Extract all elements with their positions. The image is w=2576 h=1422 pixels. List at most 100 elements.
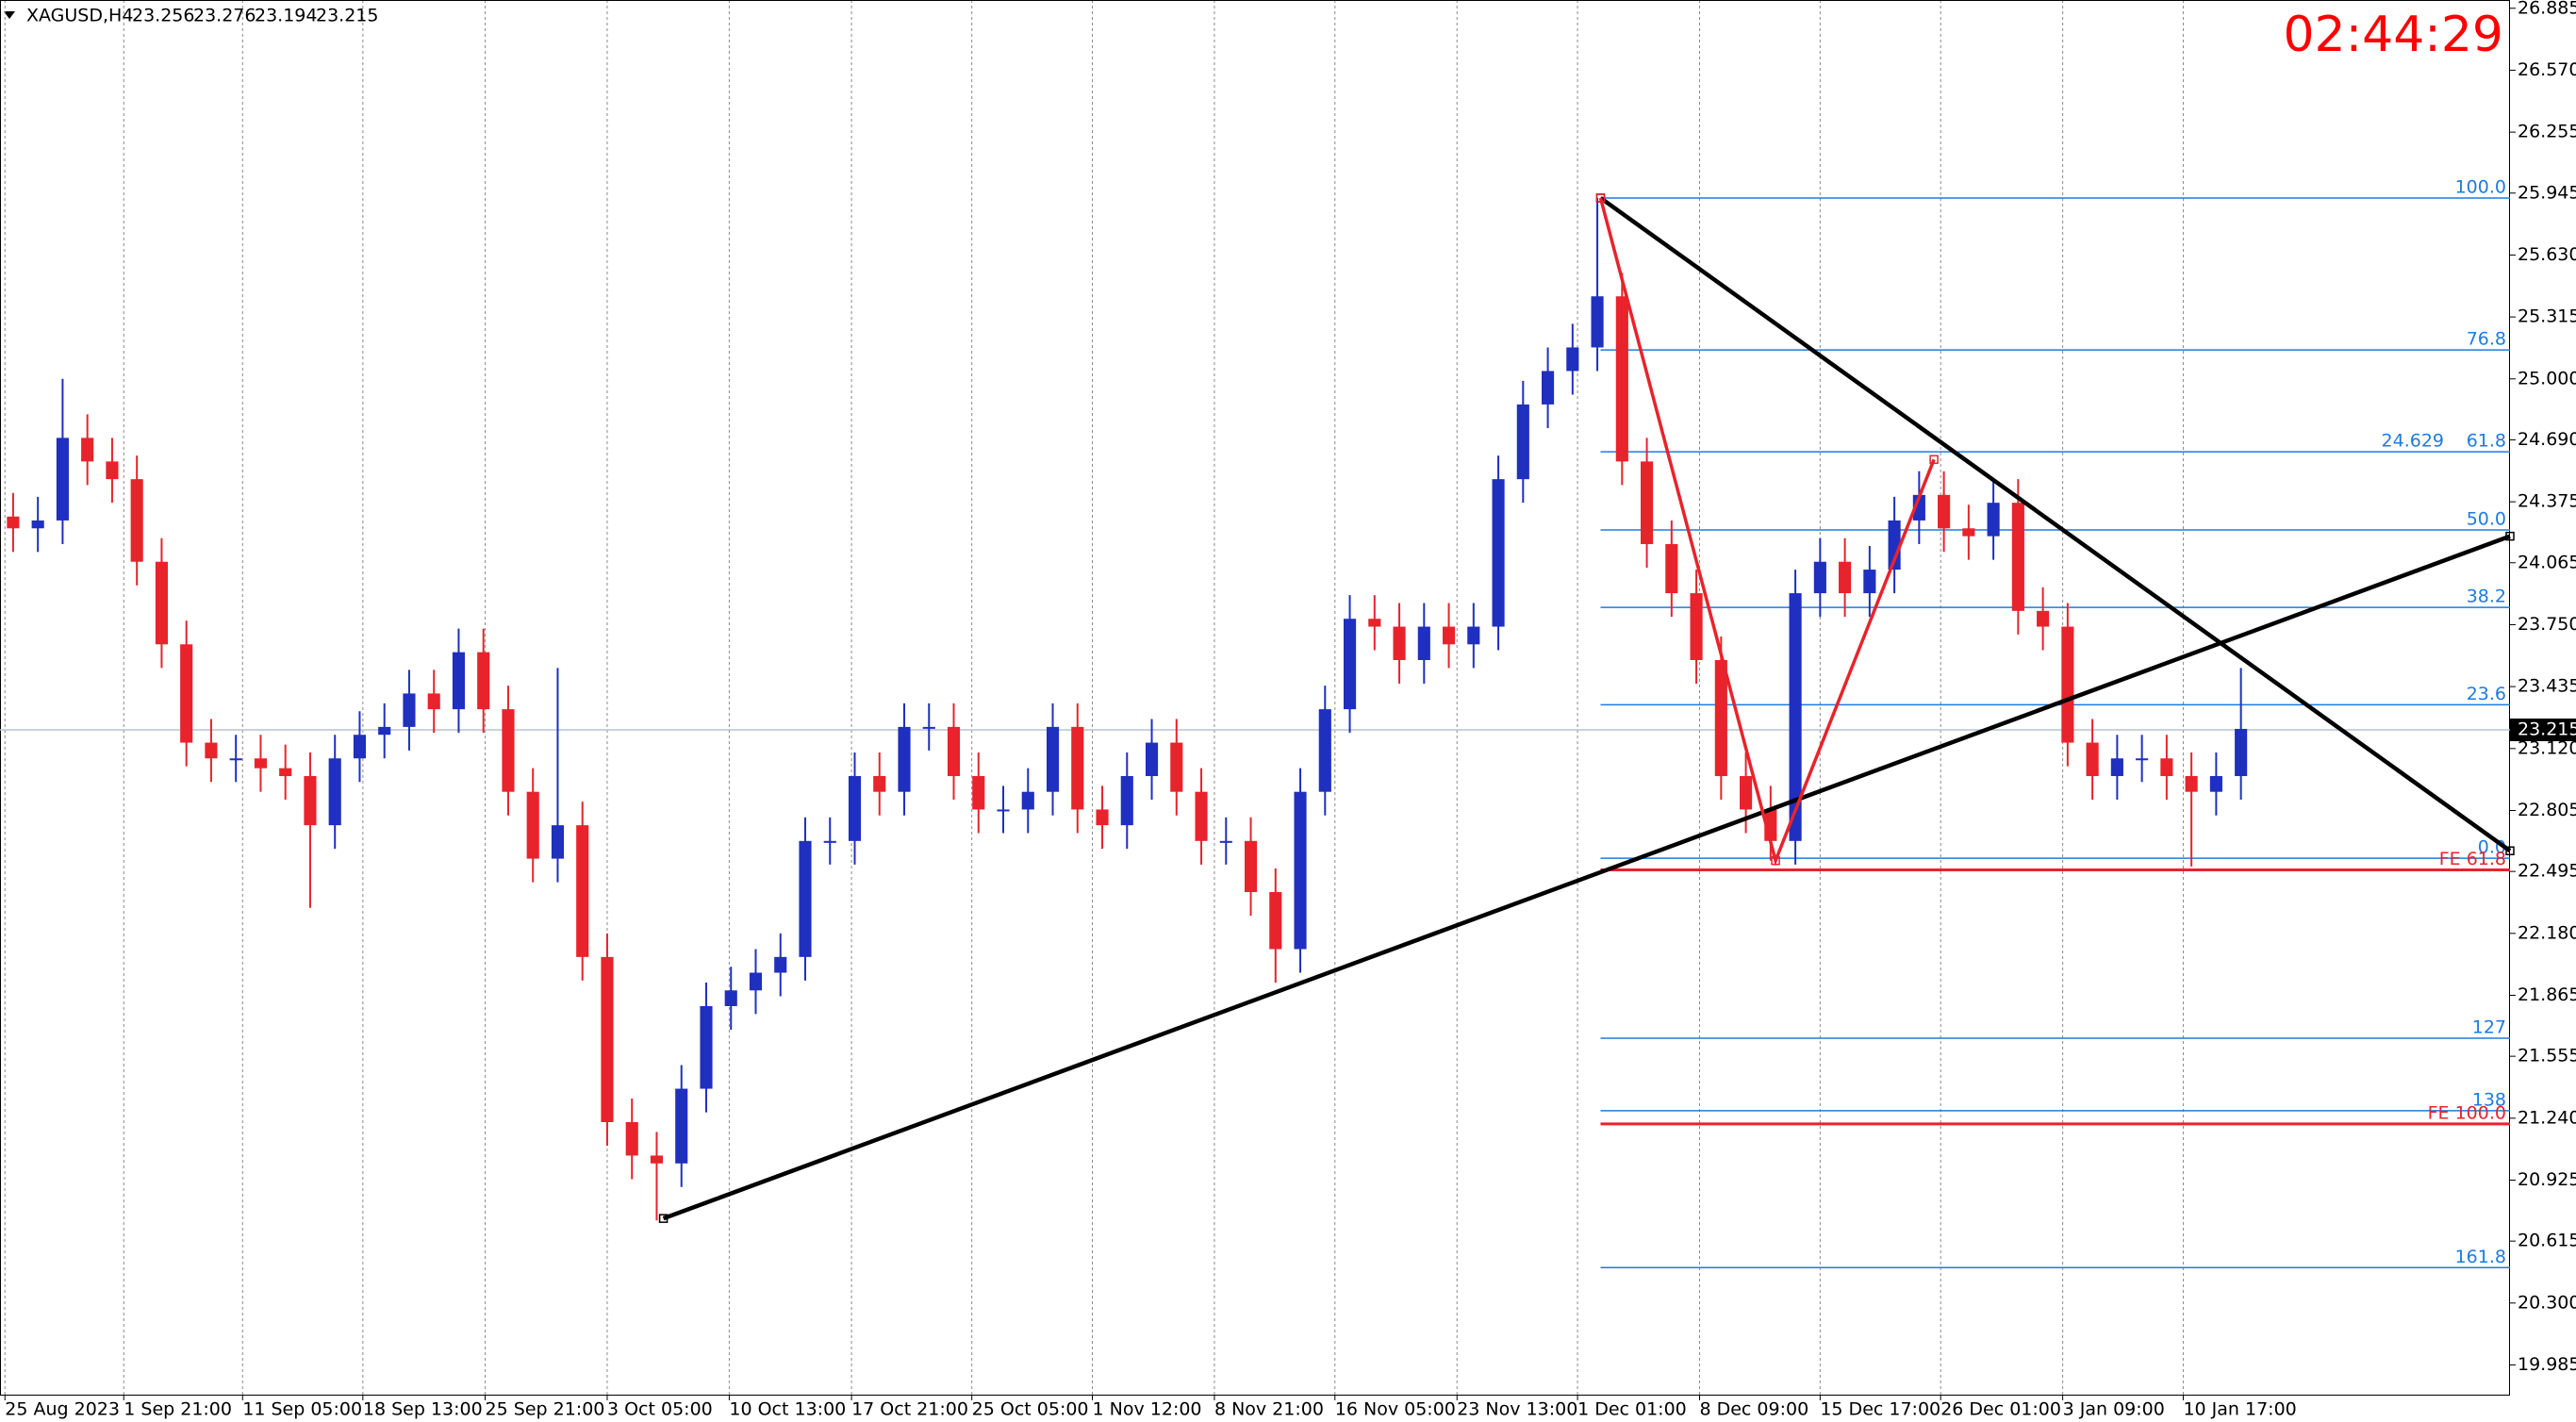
fib-label: 138 (2472, 1089, 2506, 1110)
candle-body (304, 776, 317, 826)
x-tick-label: 10 Oct 13:00 (729, 1399, 846, 1420)
candle-body (2061, 626, 2074, 743)
x-tick-label: 18 Sep 13:00 (363, 1399, 483, 1420)
y-tick-label: 25.630 (2518, 244, 2576, 265)
candle-body (81, 438, 94, 462)
candle-body (1170, 742, 1183, 792)
fib-label: 38.2 (2467, 587, 2506, 607)
candle-body (576, 825, 589, 957)
price-tag (2510, 719, 2576, 742)
y-tick-label: 22.180 (2518, 922, 2576, 943)
y-tick-label: 22.495 (2518, 861, 2576, 882)
candle-body (898, 726, 911, 792)
candle-body (1195, 791, 1208, 841)
candle-body (1789, 593, 1802, 841)
candle-body (130, 479, 143, 562)
candle-body (526, 791, 539, 859)
y-tick-label: 24.690 (2518, 429, 2576, 450)
candle-body (2086, 742, 2099, 777)
x-tick-label: 1 Nov 12:00 (1093, 1399, 1202, 1420)
candle-body (502, 709, 515, 792)
candle-body (229, 758, 242, 761)
candle-body (873, 776, 886, 792)
candle-body (155, 561, 168, 645)
fib-price-label: 24.629 (2382, 431, 2444, 452)
candle-body (1516, 404, 1529, 480)
y-tick-label: 24.375 (2518, 491, 2576, 512)
anchor-point (2505, 531, 2515, 541)
timer: 02:44:29 (2283, 7, 2503, 63)
candle-body (749, 972, 763, 991)
header-high: 23.276 (193, 6, 256, 26)
candle-body (2037, 610, 2050, 627)
y-tick-label: 21.865 (2518, 984, 2576, 1005)
menu-arrow[interactable] (4, 11, 15, 19)
candle-body (1665, 543, 1678, 594)
candle-body (1690, 593, 1703, 660)
price-tag-label: 23.215 (2518, 719, 2576, 740)
x-tick-label: 1 Dec 01:00 (1577, 1399, 1687, 1420)
fib-label: 127 (2472, 1017, 2506, 1037)
candle-body (452, 652, 466, 710)
y-tick-label: 20.615 (2518, 1231, 2576, 1251)
x-tick-label: 8 Dec 09:00 (1699, 1399, 1808, 1420)
candle-body (477, 652, 490, 710)
candle-body (675, 1088, 688, 1164)
anchor-point (1595, 193, 1606, 203)
header-symbol: XAGUSD,H4 (26, 6, 133, 26)
header-low: 23.194 (255, 6, 317, 26)
trend-line (662, 534, 2511, 1221)
x-tick-label: 26 Dec 01:00 (1940, 1399, 2061, 1420)
candle-body (947, 726, 961, 777)
x-tick-label: 3 Oct 05:00 (607, 1399, 713, 1420)
fib-label: 161.8 (2455, 1247, 2506, 1267)
candle-body (1294, 791, 1307, 950)
candle-body (1962, 528, 1975, 537)
candle-body (2235, 728, 2248, 777)
candle-body (1219, 840, 1232, 843)
candle-body (1566, 347, 1579, 372)
y-tick-label: 21.240 (2518, 1107, 2576, 1128)
trend-line (1598, 197, 1936, 867)
candle-body (7, 516, 20, 529)
anchor-point (1771, 855, 1780, 866)
y-tick-label: 24.065 (2518, 552, 2576, 572)
y-tick-label: 21.555 (2518, 1046, 2576, 1066)
candle-body (1318, 709, 1331, 792)
candle-body (650, 1155, 664, 1164)
candle-body (625, 1121, 638, 1156)
candle-body (2110, 758, 2123, 777)
candle-body (848, 776, 862, 841)
y-tick-label: 23.435 (2518, 676, 2576, 697)
x-tick-label: 1 Sep 21:00 (124, 1399, 232, 1420)
candle-body (403, 693, 416, 727)
candle-body (353, 735, 367, 759)
candle-body (1046, 726, 1060, 792)
candle-body (997, 809, 1010, 812)
candle-body (1145, 742, 1159, 777)
x-tick-label: 11 Sep 05:00 (242, 1399, 362, 1420)
x-tick-label: 25 Oct 05:00 (972, 1399, 1089, 1420)
candle-body (2011, 503, 2024, 611)
candle-body (328, 758, 341, 826)
candle-body (205, 742, 218, 759)
candle-body (1863, 570, 1876, 594)
x-tick-label: 10 Jan 17:00 (2183, 1399, 2296, 1420)
candle-body (724, 990, 737, 1006)
x-tick-label: 25 Sep 21:00 (486, 1399, 605, 1420)
candle-body (601, 956, 614, 1122)
candle-body (823, 840, 836, 843)
y-tick-label: 26.570 (2518, 59, 2576, 80)
candle-body (1393, 626, 1406, 660)
candle-body (1740, 776, 1753, 810)
candle-body (1615, 296, 1628, 462)
y-tick-label: 19.985 (2518, 1354, 2576, 1375)
y-tick-label: 26.255 (2518, 122, 2576, 142)
x-tick-label: 16 Nov 05:00 (1335, 1399, 1456, 1420)
x-tick-label: 8 Nov 21:00 (1214, 1399, 1324, 1420)
candle-body (1244, 840, 1258, 893)
x-tick-label: 17 Oct 21:00 (851, 1399, 968, 1420)
candle-body (1839, 561, 1852, 594)
